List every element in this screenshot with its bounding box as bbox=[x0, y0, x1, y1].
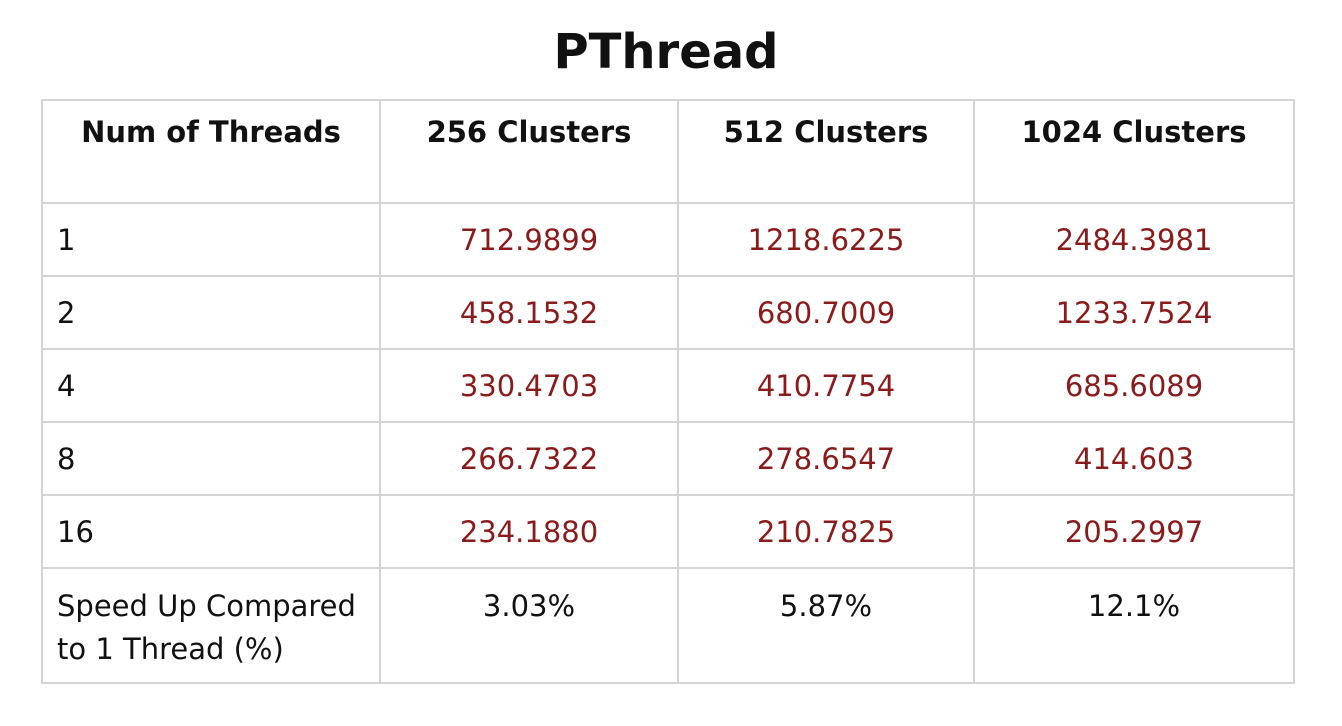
time-cell-256: 458.1532 bbox=[379, 275, 679, 350]
speedup-cell-256: 3.03% bbox=[379, 567, 679, 684]
time-cell-1024: 1233.7524 bbox=[973, 275, 1295, 350]
thread-count-cell: 8 bbox=[41, 421, 381, 496]
time-cell-256: 266.7322 bbox=[379, 421, 679, 496]
time-cell-512: 410.7754 bbox=[677, 348, 975, 423]
thread-count-cell: 4 bbox=[41, 348, 381, 423]
table-row: 2 458.1532 680.7009 1233.7524 bbox=[41, 275, 1295, 350]
table-row: 4 330.4703 410.7754 685.6089 bbox=[41, 348, 1295, 423]
time-cell-1024: 2484.3981 bbox=[973, 202, 1295, 277]
column-header-256-clusters: 256 Clusters bbox=[379, 99, 679, 204]
thread-count-cell: 16 bbox=[41, 494, 381, 569]
time-cell-1024: 685.6089 bbox=[973, 348, 1295, 423]
speedup-cell-1024: 12.1% bbox=[973, 567, 1295, 684]
thread-count-cell: 1 bbox=[41, 202, 381, 277]
time-cell-512: 278.6547 bbox=[677, 421, 975, 496]
time-cell-256: 234.1880 bbox=[379, 494, 679, 569]
table-row: 1 712.9899 1218.6225 2484.3981 bbox=[41, 202, 1295, 277]
column-header-512-clusters: 512 Clusters bbox=[677, 99, 975, 204]
time-cell-1024: 205.2997 bbox=[973, 494, 1295, 569]
table-header-row: Num of Threads 256 Clusters 512 Clusters… bbox=[41, 99, 1295, 204]
speedup-label: Speed Up Compared to 1 Thread (%) bbox=[41, 567, 381, 684]
speedup-cell-512: 5.87% bbox=[677, 567, 975, 684]
time-cell-256: 330.4703 bbox=[379, 348, 679, 423]
time-cell-512: 680.7009 bbox=[677, 275, 975, 350]
page-title: PThread bbox=[553, 24, 779, 80]
table-row: 16 234.1880 210.7825 205.2997 bbox=[41, 494, 1295, 569]
time-cell-256: 712.9899 bbox=[379, 202, 679, 277]
column-header-threads: Num of Threads bbox=[41, 99, 381, 204]
time-cell-512: 210.7825 bbox=[677, 494, 975, 569]
time-cell-512: 1218.6225 bbox=[677, 202, 975, 277]
column-header-1024-clusters: 1024 Clusters bbox=[973, 99, 1295, 204]
time-cell-1024: 414.603 bbox=[973, 421, 1295, 496]
results-table: Num of Threads 256 Clusters 512 Clusters… bbox=[41, 99, 1295, 684]
table-row: 8 266.7322 278.6547 414.603 bbox=[41, 421, 1295, 496]
speedup-row: Speed Up Compared to 1 Thread (%) 3.03% … bbox=[41, 567, 1295, 684]
thread-count-cell: 2 bbox=[41, 275, 381, 350]
